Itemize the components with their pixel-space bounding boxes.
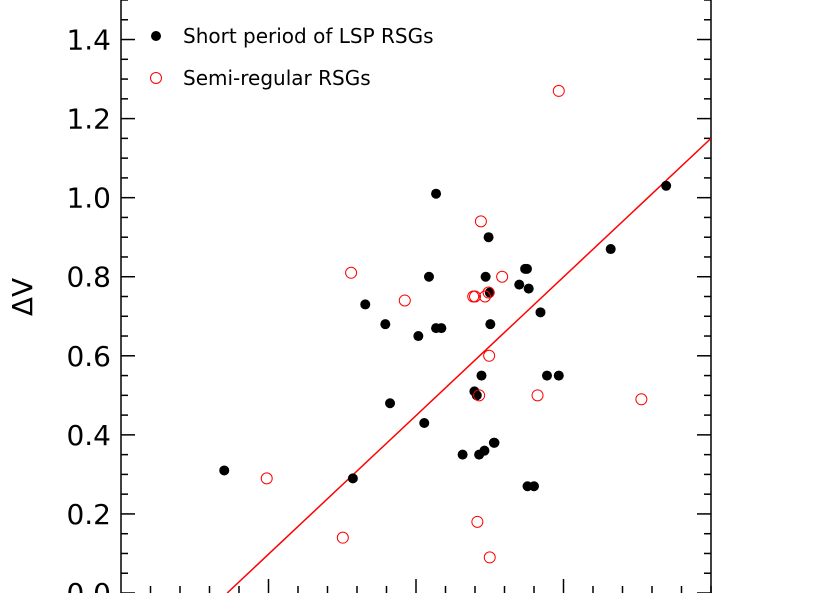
data-point-semiregular [336, 531, 349, 544]
legend-label-lsp: Short period of LSP RSGs [183, 24, 434, 48]
data-point-lsp [605, 244, 616, 255]
data-point-semiregular [398, 294, 411, 307]
data-point-semiregular [473, 389, 486, 402]
data-point-semiregular [469, 290, 481, 303]
data-point-lsp [431, 323, 442, 334]
y-tick-label: 0.4 [66, 419, 111, 452]
y-tick-label: 1.4 [66, 24, 111, 57]
y-axis-label: ΔV [6, 278, 39, 316]
data-point-lsp [484, 287, 495, 298]
data-point-lsp [485, 319, 496, 330]
y-tick-label: 1.2 [66, 103, 111, 136]
data-point-lsp [469, 386, 480, 397]
data-point-semiregular [345, 266, 358, 279]
data-point-lsp [535, 307, 546, 318]
legend: Short period of LSP RSGs Semi-regular RSG… [150, 24, 434, 90]
data-point-lsp [419, 418, 430, 429]
data-point-semiregular [260, 472, 273, 485]
data-point-lsp [476, 370, 487, 381]
data-point-semiregular [474, 215, 487, 228]
data-point-semiregular [552, 84, 565, 97]
data-point-lsp [523, 283, 534, 294]
data-point-semiregular [531, 389, 544, 402]
data-point-lsp [479, 445, 490, 456]
y-tick-label: 1.0 [66, 182, 111, 215]
data-point-lsp [423, 271, 434, 282]
data-point-semiregular [483, 349, 496, 362]
data-point-lsp [553, 370, 564, 381]
data-point-lsp [483, 232, 494, 243]
data-point-semiregular [471, 515, 484, 528]
axis-labels-layer: 0.0 0.2 0.4 0.6 0.8 1.0 1.2 1.4 ΔV [6, 24, 111, 593]
data-point-semiregular [496, 270, 509, 283]
points-layer [219, 84, 672, 564]
y-tick-label: 0.2 [66, 498, 111, 531]
legend-label-semiregular: Semi-regular RSGs [183, 66, 371, 90]
y-tick-label: 0.0 [66, 577, 111, 593]
fit-line-layer [226, 137, 711, 593]
data-point-semiregular [479, 290, 492, 303]
data-point-lsp [360, 299, 371, 310]
data-point-lsp [413, 331, 424, 342]
data-point-lsp [521, 263, 532, 274]
data-point-semiregular [482, 286, 495, 299]
data-point-lsp [514, 279, 525, 290]
y-tick-label: 0.6 [66, 340, 111, 373]
data-point-lsp [457, 449, 468, 460]
data-point-lsp [385, 398, 396, 409]
axes-layer [120, 0, 712, 593]
data-point-lsp [529, 481, 539, 492]
legend-marker-semiregular [150, 72, 162, 84]
data-point-lsp [661, 180, 672, 191]
data-point-semiregular [483, 551, 496, 564]
data-point-lsp [219, 465, 230, 476]
data-point-lsp [431, 188, 442, 199]
legend-marker-lsp [151, 31, 161, 41]
data-point-lsp [489, 437, 500, 448]
fit-line [226, 137, 711, 593]
data-point-lsp [480, 271, 491, 282]
data-point-lsp [347, 473, 358, 484]
data-point-semiregular [635, 393, 648, 406]
data-point-lsp [380, 319, 391, 330]
y-tick-label: 0.8 [66, 261, 111, 294]
data-point-lsp [541, 370, 552, 381]
